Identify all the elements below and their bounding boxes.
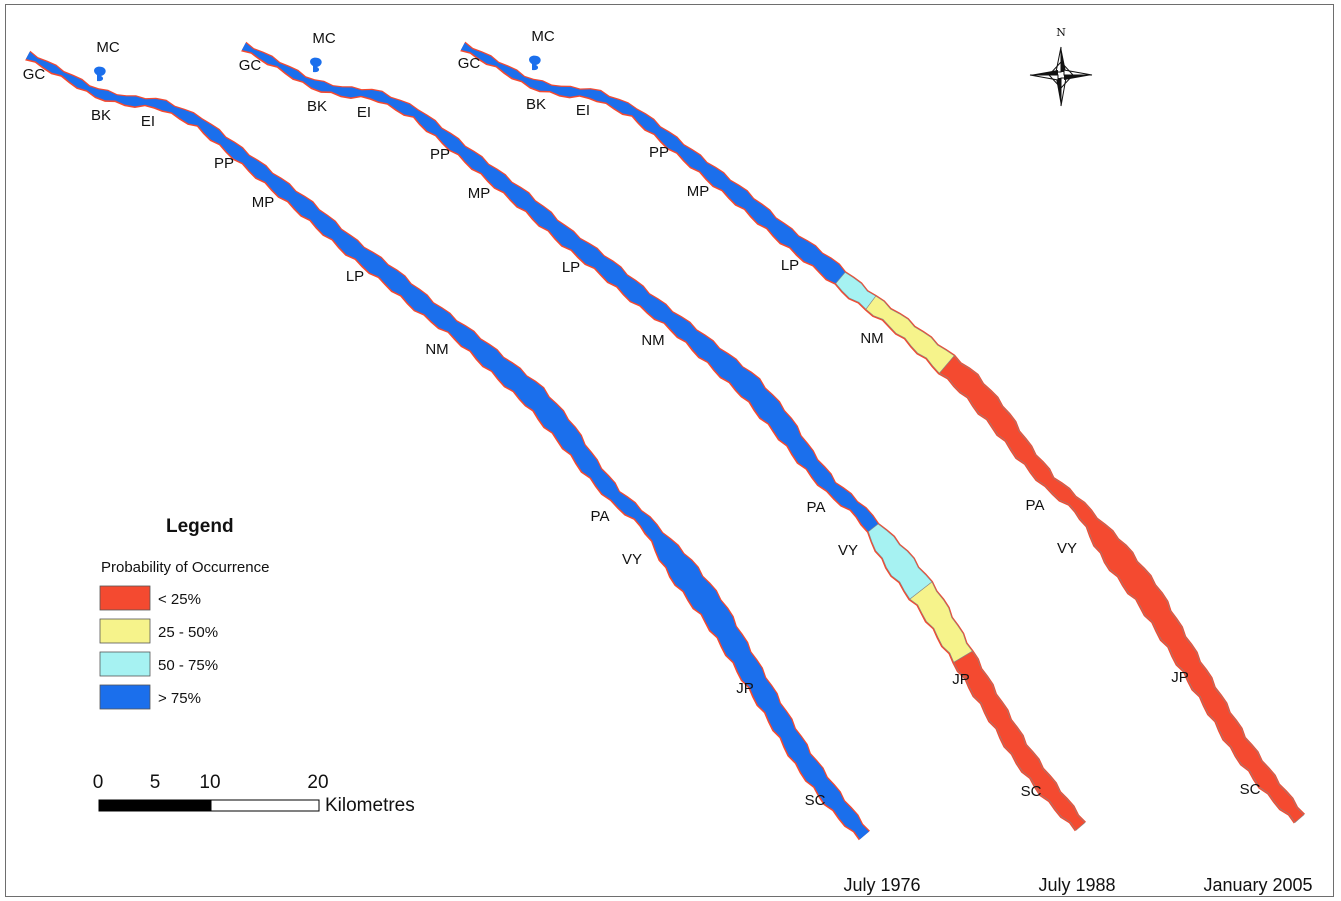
- site-label: NM: [425, 341, 448, 358]
- legend: Legend Probability of Occurrence < 25% 25…: [99, 516, 269, 710]
- scale-tick-0: 0: [93, 772, 104, 793]
- legend-label: 25 - 50%: [158, 624, 218, 641]
- site-label: MP: [468, 185, 491, 202]
- site-label: EI: [576, 102, 590, 119]
- legend-label: 50 - 75%: [158, 657, 218, 674]
- legend-subtitle: Probability of Occurrence: [101, 559, 269, 576]
- legend-label: > 75%: [158, 690, 201, 707]
- scale-tick-20: 20: [307, 772, 328, 793]
- compass-rose-icon: [1029, 46, 1093, 107]
- north-letter: N: [1056, 26, 1066, 39]
- site-label: LP: [781, 257, 799, 274]
- site-label: GC: [239, 57, 262, 74]
- site-label: BK: [91, 107, 111, 124]
- river-segment: [460, 42, 846, 284]
- site-label: PA: [1026, 497, 1045, 514]
- legend-swatch: [99, 651, 151, 677]
- river-panel: [25, 50, 871, 841]
- site-label: VY: [1057, 540, 1077, 557]
- mc-lake: [310, 57, 322, 73]
- river-panel: [460, 41, 1305, 824]
- site-label: JP: [952, 671, 970, 688]
- site-label: LP: [562, 259, 580, 276]
- mc-lake: [529, 55, 541, 71]
- river-segment: [953, 650, 1086, 831]
- scale-tick-10: 10: [199, 772, 220, 793]
- site-label: NM: [641, 332, 664, 349]
- site-label: VY: [622, 551, 642, 568]
- site-label: BK: [307, 98, 327, 115]
- site-label: EI: [141, 113, 155, 130]
- site-label: MC: [312, 30, 335, 47]
- river-segment: [25, 51, 869, 840]
- site-label: MP: [252, 194, 275, 211]
- legend-items: < 25% 25 - 50% 50 - 75% > 75%: [99, 585, 218, 710]
- site-label: PP: [430, 146, 450, 163]
- site-label: JP: [736, 680, 754, 697]
- site-label: PP: [214, 155, 234, 172]
- mc-lake: [94, 66, 106, 82]
- site-label: LP: [346, 268, 364, 285]
- site-label: PP: [649, 144, 669, 161]
- panel-date-2005: January 2005: [1203, 875, 1312, 895]
- river-segment: [938, 355, 1305, 823]
- legend-swatch: [99, 618, 151, 644]
- river-segment: [909, 581, 973, 663]
- scale-segment-light: [210, 799, 320, 812]
- site-label: EI: [357, 104, 371, 121]
- scale-tick-5: 5: [150, 772, 161, 793]
- scale-segment-dark: [98, 799, 212, 812]
- panel-date-1976: July 1976: [843, 875, 920, 895]
- river-edge-fringe: [25, 50, 871, 841]
- site-label: MC: [531, 28, 554, 45]
- river-segment: [868, 523, 933, 600]
- site-label: SC: [1021, 783, 1042, 800]
- site-label: GC: [458, 55, 481, 72]
- site-label: PA: [591, 508, 610, 525]
- legend-swatch: [99, 585, 151, 611]
- river-edge-fringe: [460, 41, 1305, 824]
- site-label: MP: [687, 183, 710, 200]
- site-label: SC: [805, 792, 826, 809]
- river-panel: [241, 41, 1087, 832]
- site-label: NM: [860, 330, 883, 347]
- site-label: SC: [1240, 781, 1261, 798]
- site-label: JP: [1171, 669, 1189, 686]
- site-label: VY: [838, 542, 858, 559]
- site-label: MC: [96, 39, 119, 56]
- river-panels: [25, 41, 1305, 841]
- legend-swatch: [99, 684, 151, 710]
- site-label: GC: [23, 66, 46, 83]
- scale-unit: Kilometres: [325, 795, 415, 816]
- legend-label: < 25%: [158, 591, 201, 608]
- panel-date-1988: July 1988: [1038, 875, 1115, 895]
- north-arrow: N: [1029, 26, 1093, 107]
- site-label: BK: [526, 96, 546, 113]
- site-label: PA: [807, 499, 826, 516]
- legend-title: Legend: [166, 516, 234, 537]
- river-segment: [241, 42, 879, 532]
- scale-bar: 0 5 10 20 Kilometres: [93, 772, 415, 816]
